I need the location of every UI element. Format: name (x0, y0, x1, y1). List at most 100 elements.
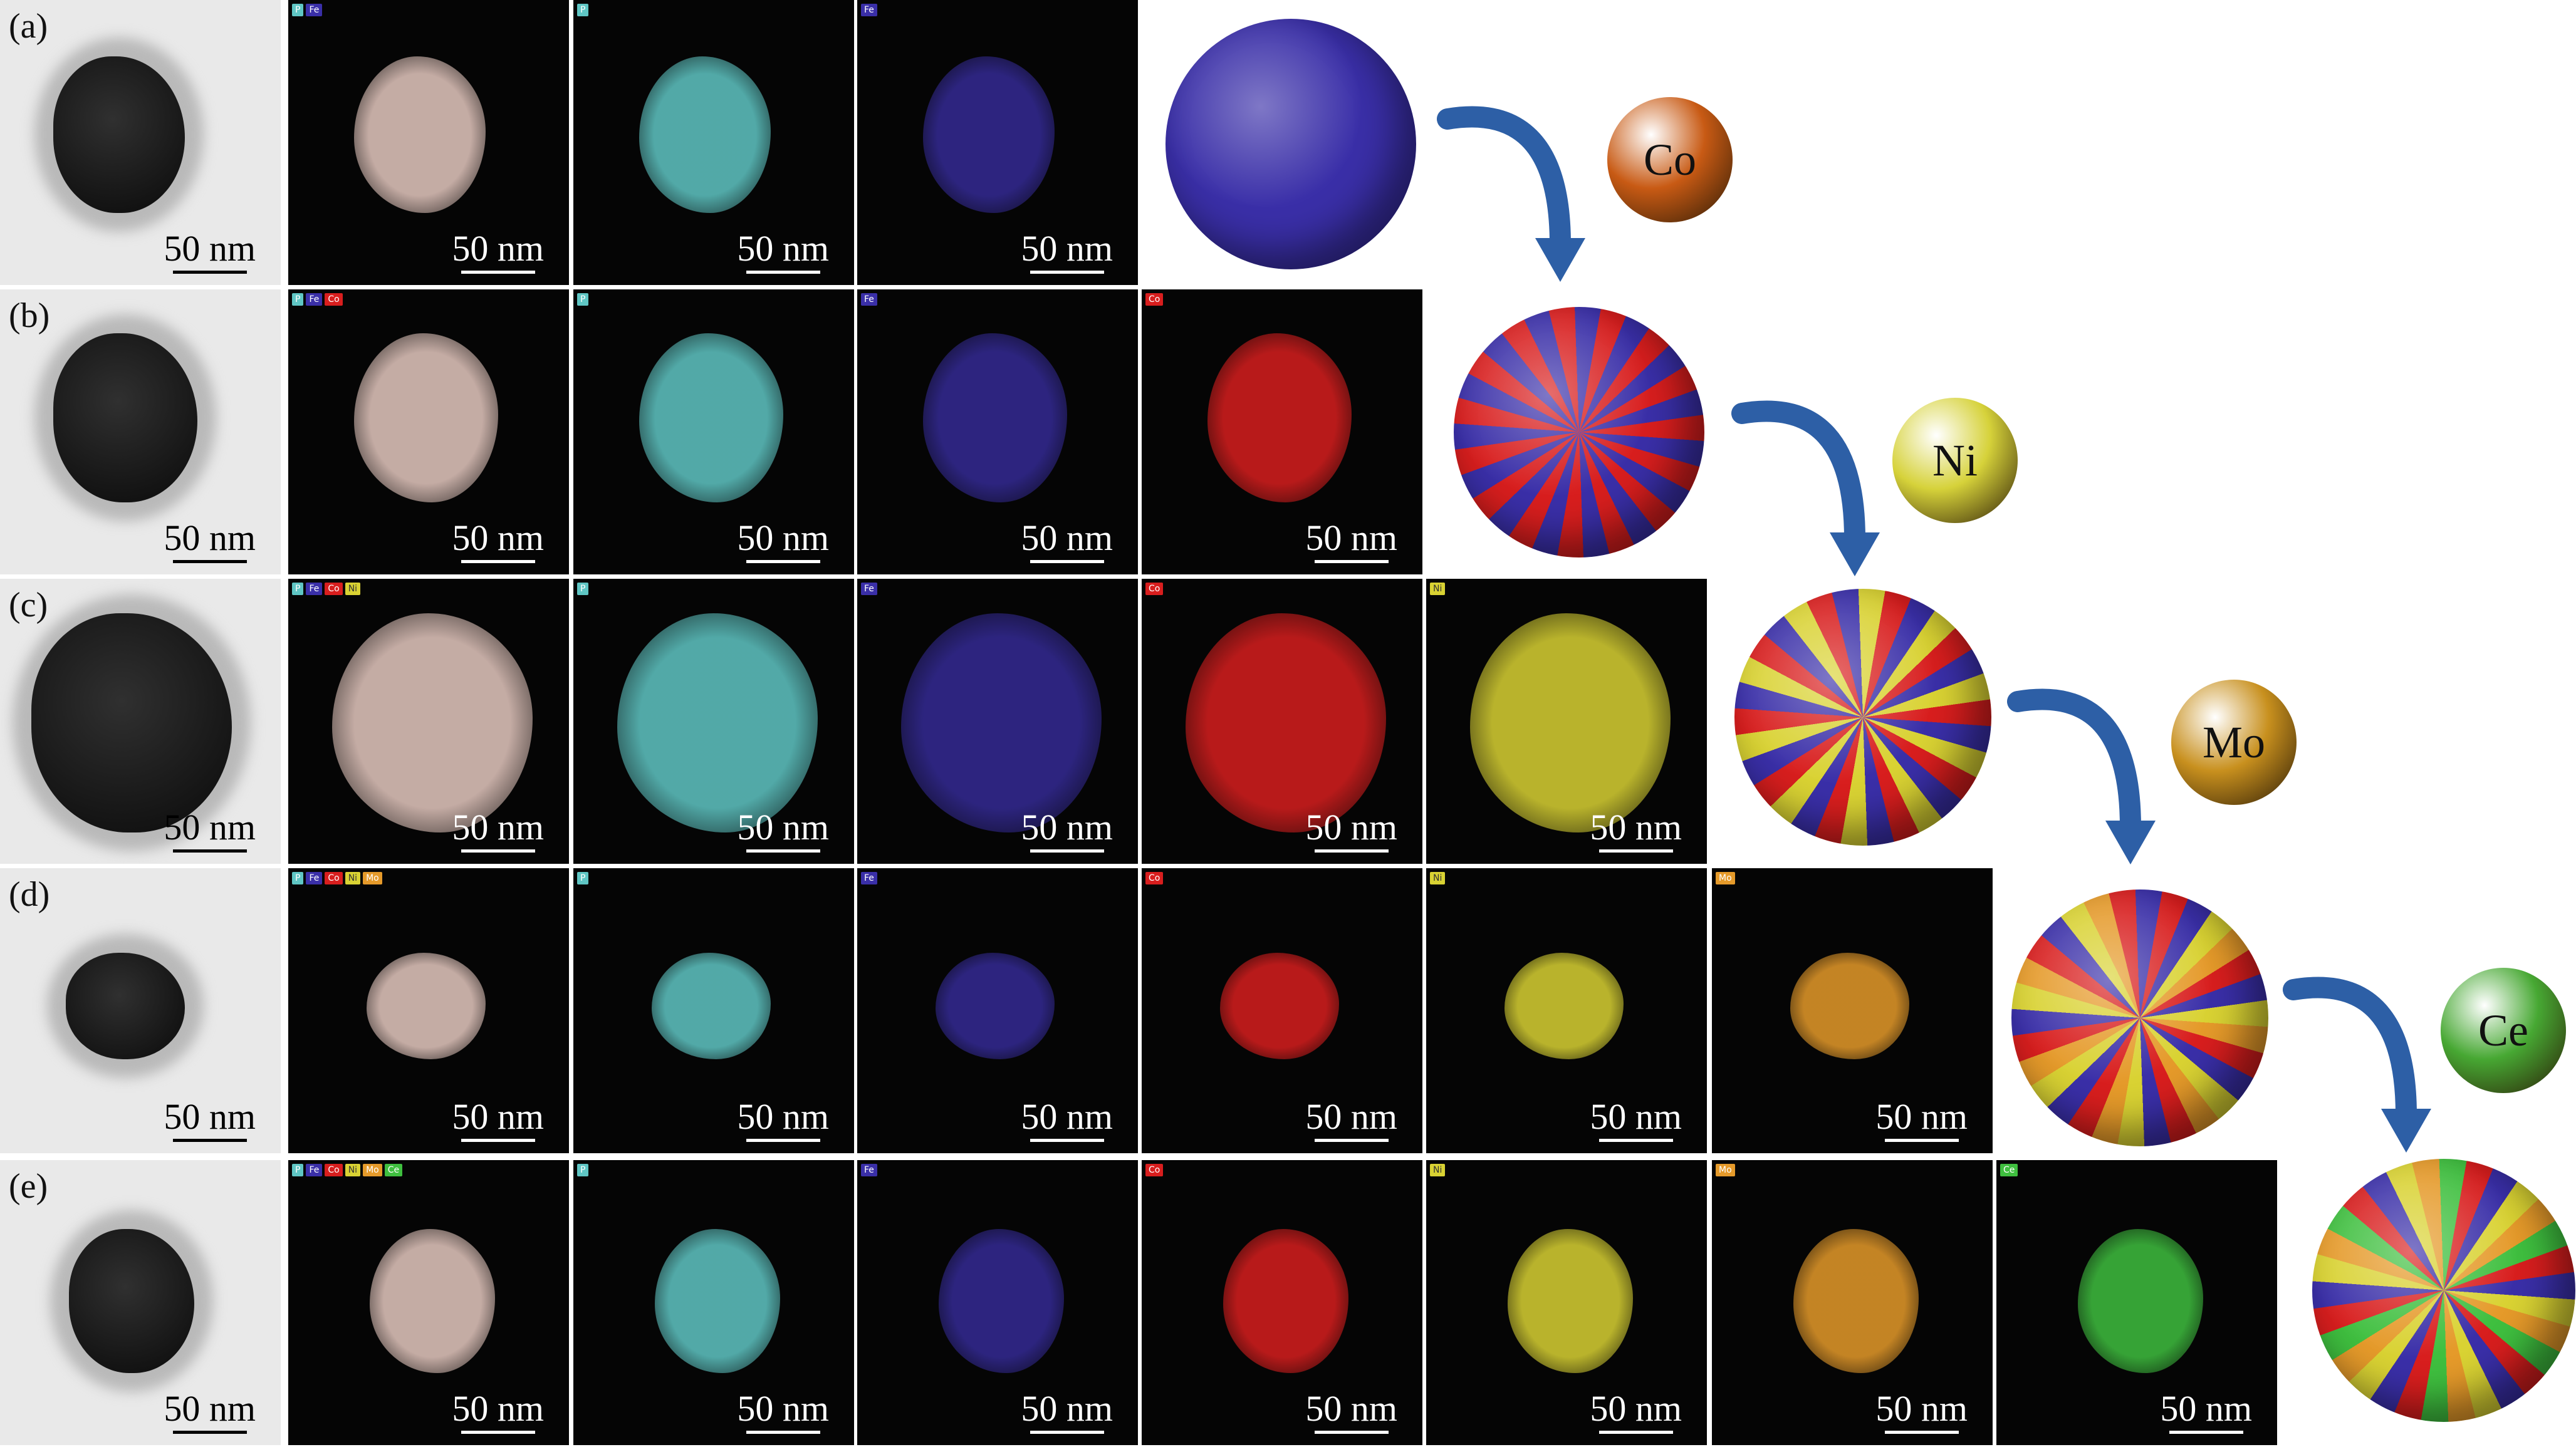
element-distribution (1504, 953, 1624, 1059)
element-symbol: Ce (2478, 1005, 2528, 1055)
element-tag: Mo (363, 1164, 382, 1176)
element-legend: P Fe (292, 4, 323, 16)
element-tag: Fe (861, 4, 877, 16)
element-distribution (923, 56, 1055, 213)
scale-bar-line (1884, 1139, 1959, 1142)
atomic-model-sphere (1734, 589, 1991, 846)
atomic-model-sphere (2312, 1159, 2575, 1422)
element-tag: Fe (861, 1164, 877, 1176)
element-tag: P (292, 293, 304, 306)
element-tag: Fe (861, 872, 877, 884)
element-legend: Co (1145, 293, 1164, 306)
eds-map: Ni 50 nm (1426, 579, 1707, 864)
scale-bar: 50 nm (452, 231, 544, 274)
scale-bar: 50 nm (737, 1391, 829, 1434)
eds-map: Ce 50 nm (1996, 1160, 2277, 1445)
scale-bar-label: 50 nm (1875, 1096, 1968, 1137)
scale-bar: 50 nm (1590, 1099, 1682, 1142)
scale-bar-label: 50 nm (1021, 228, 1113, 269)
element-tag: P (292, 583, 304, 595)
element-legend: Fe (861, 583, 877, 595)
element-tag: Mo (1716, 1164, 1735, 1176)
scale-bar-label: 50 nm (737, 517, 829, 558)
scale-bar: 50 nm (1021, 520, 1113, 563)
eds-map: Fe 50 nm (857, 579, 1138, 864)
element-legend: Co (1145, 1164, 1164, 1176)
scale-bar-line (1598, 849, 1673, 853)
element-legend: P (577, 583, 589, 595)
scale-bar: 50 nm (1021, 1391, 1113, 1434)
element-tag: Ni (1430, 1164, 1446, 1176)
figure-row: (b) 50 nm P Fe Co 50 nm P 50 nm Fe 50 nm Co 50 nm (0, 289, 2576, 574)
eds-map: Co 50 nm (1142, 1160, 1422, 1445)
scale-bar-line (1030, 560, 1104, 563)
scale-bar: 50 nm (452, 1391, 544, 1434)
element-legend: Fe (861, 872, 877, 884)
scale-bar-label: 50 nm (164, 1388, 256, 1429)
element-distribution (639, 56, 771, 213)
element-legend: Fe (861, 1164, 877, 1176)
element-legend: Fe (861, 293, 877, 306)
scale-bar-label: 50 nm (1590, 1388, 1682, 1429)
scale-bar: 50 nm (737, 231, 829, 274)
element-distribution (1186, 613, 1386, 832)
eds-map: Fe 50 nm (857, 0, 1138, 285)
element-tag: Mo (363, 872, 382, 884)
scale-bar: 50 nm (164, 1391, 256, 1434)
element-tag: Co (1145, 872, 1164, 884)
scale-bar-label: 50 nm (2160, 1388, 2252, 1429)
element-tag: Ni (345, 583, 361, 595)
particle-core (31, 613, 232, 832)
element-legend: P (577, 872, 589, 884)
atomic-model-sphere (1454, 307, 1704, 557)
element-tag: Mo (1716, 872, 1735, 884)
panel-label: (d) (9, 875, 50, 914)
element-tag: Fe (306, 872, 323, 884)
element-tag: P (577, 4, 589, 16)
panel-label: (b) (9, 296, 50, 335)
scale-bar: 50 nm (737, 809, 829, 853)
tem-image: (b) 50 nm (0, 289, 281, 574)
element-distribution (1220, 953, 1339, 1059)
element-distribution (939, 1229, 1064, 1373)
element-tag: P (292, 4, 304, 16)
element-tag: Ni (345, 1164, 361, 1176)
element-tag: Co (325, 1164, 343, 1176)
figure-row: (a) 50 nm P Fe 50 nm P 50 nm Fe 50 nm (0, 0, 2576, 285)
element-distribution (652, 953, 771, 1059)
eds-map: P Fe Co 50 nm (288, 289, 569, 574)
element-tag: Co (1145, 1164, 1164, 1176)
scale-bar-label: 50 nm (452, 1096, 544, 1137)
scale-bar-line (1030, 271, 1104, 274)
scale-bar-line (172, 271, 247, 274)
scale-bar-line (1314, 560, 1389, 563)
element-distribution (354, 56, 486, 213)
scale-bar-line (1884, 1431, 1959, 1434)
tem-image: (a) 50 nm (0, 0, 281, 285)
element-tag: Fe (306, 4, 323, 16)
eds-map: P Fe 50 nm (288, 0, 569, 285)
scale-bar: 50 nm (2160, 1391, 2252, 1434)
scale-bar-line (172, 849, 247, 853)
tem-image: (e) 50 nm (0, 1160, 281, 1445)
scale-bar-line (746, 271, 820, 274)
element-ball: Ce (2441, 968, 2566, 1093)
element-distribution (923, 333, 1067, 502)
scale-bar: 50 nm (1875, 1099, 1968, 1142)
element-legend: P Fe Co Ni (292, 583, 361, 595)
scale-bar-label: 50 nm (1305, 1096, 1397, 1137)
element-legend: Co (1145, 872, 1164, 884)
eds-map: P 50 nm (573, 868, 854, 1153)
element-tag: P (577, 583, 589, 595)
eds-map: Co 50 nm (1142, 868, 1422, 1153)
scale-bar-label: 50 nm (1590, 807, 1682, 848)
element-tag: Co (1145, 293, 1164, 306)
scale-bar-label: 50 nm (164, 1096, 256, 1137)
scale-bar: 50 nm (164, 1099, 256, 1142)
scale-bar-label: 50 nm (1021, 807, 1113, 848)
element-legend: Mo (1716, 1164, 1735, 1176)
element-tag: Co (325, 872, 343, 884)
scale-bar-label: 50 nm (737, 228, 829, 269)
scale-bar-label: 50 nm (164, 228, 256, 269)
scale-bar-label: 50 nm (1305, 517, 1397, 558)
